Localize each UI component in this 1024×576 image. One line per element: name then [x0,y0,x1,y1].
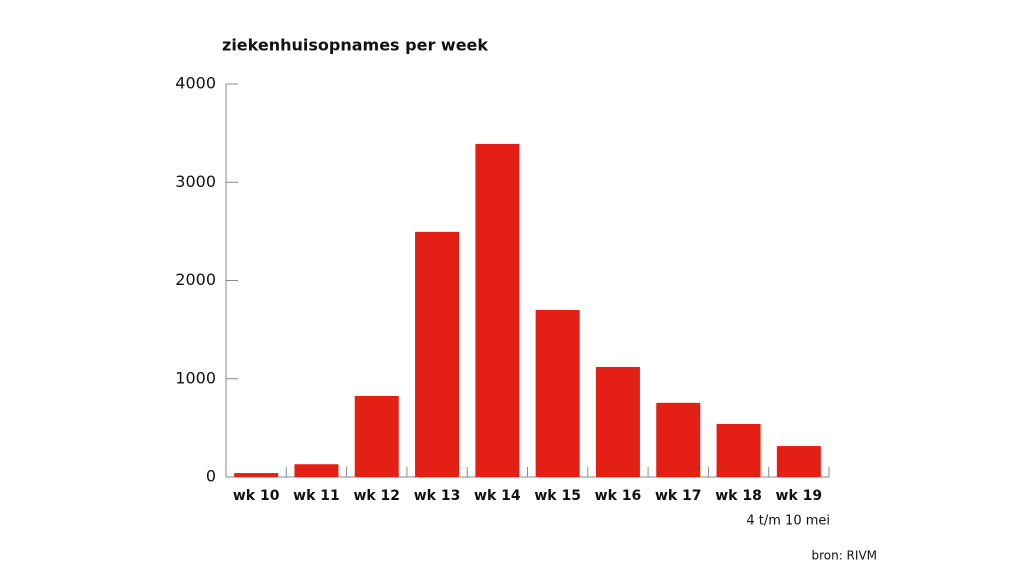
annotation: 4 t/m 10 mei [746,514,830,529]
x-tick-label: wk 10 [233,488,280,504]
bar [535,309,580,477]
x-tick-label: wk 13 [414,488,461,504]
y-tick-label: 1000 [175,368,216,387]
y-tick-label: 2000 [175,270,216,289]
bar [716,423,761,477]
bar [354,395,399,477]
bar [776,446,821,477]
x-tick-label: wk 15 [534,488,581,504]
x-tick-label: wk 17 [655,488,702,504]
chart-title: ziekenhuisopnames per week [222,36,488,55]
bar [415,231,460,477]
y-tick-label: 3000 [175,172,216,191]
x-tick-label: wk 14 [474,488,521,504]
bar [656,402,701,477]
y-tick-label: 0 [206,467,216,486]
x-tick-label: wk 16 [595,488,642,504]
bar [234,473,279,477]
x-tick-label: wk 18 [715,488,762,504]
bar [294,464,339,477]
bar [595,366,640,477]
x-tick-label: wk 11 [293,488,340,504]
x-tick-label: wk 19 [776,488,823,504]
y-tick-label: 4000 [175,74,216,93]
bar [475,143,520,477]
source: bron: RIVM [811,549,877,563]
x-tick-label: wk 12 [353,488,400,504]
